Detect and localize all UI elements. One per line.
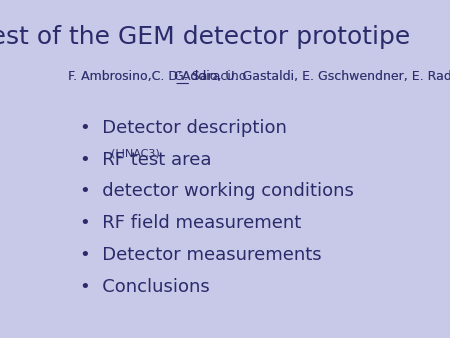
Text: F. Ambrosino,C. D’Addio, U. Gastaldi, E. Gschwendner, E. Radicioni,: F. Ambrosino,C. D’Addio, U. Gastaldi, E.… — [68, 70, 450, 83]
Text: F. Ambrosino,C. D’Addio, U. Gastaldi, E. Gschwendner, E. Radicioni, G. Saracino: F. Ambrosino,C. D’Addio, U. Gastaldi, E.… — [68, 70, 450, 83]
Text: •  Detector description: • Detector description — [80, 119, 287, 137]
Text: •  Detector measurements: • Detector measurements — [80, 246, 321, 264]
Text: RF test of the GEM detector prototipe: RF test of the GEM detector prototipe — [0, 25, 410, 49]
Text: G. Saracino: G. Saracino — [174, 70, 247, 83]
Text: •  RF test area: • RF test area — [80, 150, 217, 169]
Text: •  detector working conditions: • detector working conditions — [80, 183, 354, 200]
Text: (LINAC3): (LINAC3) — [111, 149, 160, 159]
Text: F. Ambrosino,C. D’Addio, U. Gastaldi, E. Gschwendner, E. Radicioni,: F. Ambrosino,C. D’Addio, U. Gastaldi, E.… — [68, 70, 450, 83]
Text: •  RF field measurement: • RF field measurement — [80, 214, 301, 232]
Text: •  Conclusions: • Conclusions — [80, 278, 210, 296]
